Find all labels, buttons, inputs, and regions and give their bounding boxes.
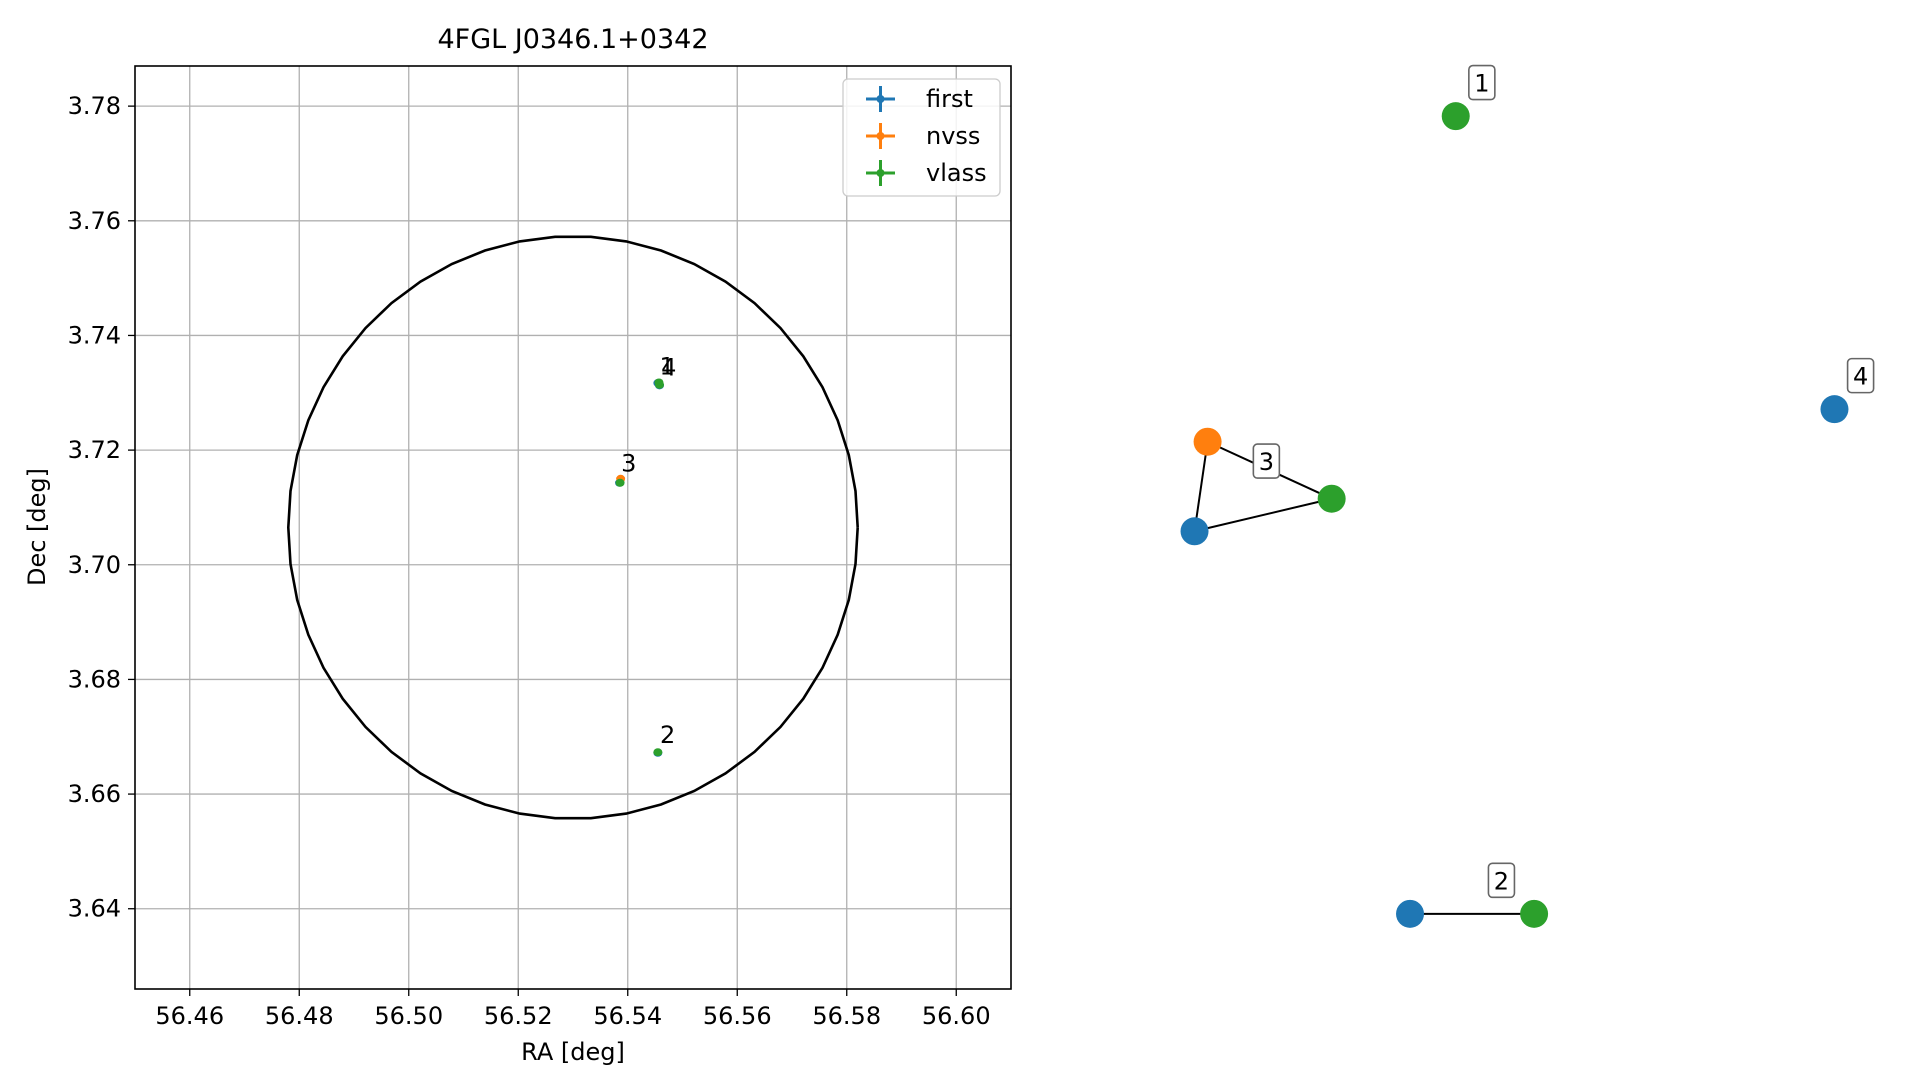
y-tick-label: 3.64 xyxy=(68,895,121,923)
graph-group-label: 4 xyxy=(1846,357,1875,394)
vlass-point xyxy=(655,380,665,389)
x-tick-label: 56.60 xyxy=(922,1002,991,1030)
graph-edges xyxy=(1193,440,1535,915)
legend-dot-nvss xyxy=(876,132,885,140)
graph-group-label-text: 2 xyxy=(1494,867,1509,895)
source-annotation: 1 xyxy=(660,352,675,380)
graph-node-vlass xyxy=(1520,899,1549,928)
x-axis-label: RA [deg] xyxy=(521,1038,625,1066)
graph-node-first xyxy=(1180,517,1209,546)
y-tick-label: 3.76 xyxy=(68,207,121,235)
graph-node-nvss xyxy=(1193,427,1222,456)
graph-group-label: 2 xyxy=(1487,862,1516,899)
source-annotation: 2 xyxy=(660,721,675,749)
graph-group-label-box xyxy=(1846,357,1875,394)
source-annotation: 4 xyxy=(661,354,676,382)
legend-label-first: first xyxy=(926,85,973,113)
graph-node-first xyxy=(1396,899,1425,928)
y-tick-label: 3.70 xyxy=(68,551,121,579)
y-tick-label: 3.78 xyxy=(68,92,121,120)
y-tick-label: 3.74 xyxy=(68,321,121,349)
graph-nodes xyxy=(1180,102,1849,928)
x-tick-label: 56.46 xyxy=(155,1002,224,1030)
legend: first nvss vlass xyxy=(842,78,1001,197)
vlass-point xyxy=(653,748,663,757)
y-tick-label: 3.66 xyxy=(68,780,121,808)
graph-group-label-text: 1 xyxy=(1474,70,1489,98)
graph-node-vlass xyxy=(1441,102,1470,131)
source-annotations: 14 3 2 xyxy=(621,352,676,749)
legend-dot-vlass xyxy=(876,169,885,177)
graph-group-label-box xyxy=(1468,64,1496,101)
graph-group-label: 1 xyxy=(1468,64,1496,101)
legend-label-vlass: vlass xyxy=(926,159,987,187)
localization-ellipse xyxy=(286,235,859,820)
association-graph-panel: 1 4 3 2 xyxy=(1180,64,1875,928)
localization-circle xyxy=(286,235,859,820)
graph-edge xyxy=(1193,441,1209,532)
axes-frame xyxy=(134,65,1012,990)
y-tick-label: 3.68 xyxy=(68,665,121,693)
legend-label-nvss: nvss xyxy=(926,122,980,150)
x-tick-label: 56.50 xyxy=(374,1002,443,1030)
vlass-point xyxy=(615,478,625,487)
source-points xyxy=(615,378,665,757)
grid xyxy=(135,66,1011,989)
y-axis-ticks: 3.64 3.66 3.68 3.70 3.72 3.74 3.76 3.78 xyxy=(68,92,135,923)
graph-node-first xyxy=(1820,395,1849,424)
y-axis-label: Dec [deg] xyxy=(23,468,51,586)
x-tick-label: 56.48 xyxy=(265,1002,334,1030)
graph-group-label-text: 4 xyxy=(1853,363,1868,391)
graph-group-labels: 1 4 3 2 xyxy=(1252,64,1875,899)
x-axis-ticks: 56.46 56.48 56.50 56.52 56.54 56.56 56.58 56.60 xyxy=(155,989,991,1030)
graph-group-label-box xyxy=(1487,862,1516,899)
x-tick-label: 56.58 xyxy=(812,1002,881,1030)
legend-box xyxy=(842,78,1001,197)
x-tick-label: 56.52 xyxy=(484,1002,553,1030)
graph-group-label-text: 3 xyxy=(1259,448,1274,476)
source-annotation: 3 xyxy=(621,449,636,477)
x-tick-label: 56.56 xyxy=(703,1002,772,1030)
graph-group-label-box xyxy=(1252,443,1281,479)
x-tick-label: 56.54 xyxy=(593,1002,662,1030)
graph-node-vlass xyxy=(1317,484,1346,513)
graph-group-label: 3 xyxy=(1252,443,1281,479)
graph-edge xyxy=(1194,497,1332,533)
y-tick-label: 3.72 xyxy=(68,436,121,464)
legend-dot-first xyxy=(876,95,885,103)
chart-title: 4FGL J0346.1+0342 xyxy=(437,24,708,55)
